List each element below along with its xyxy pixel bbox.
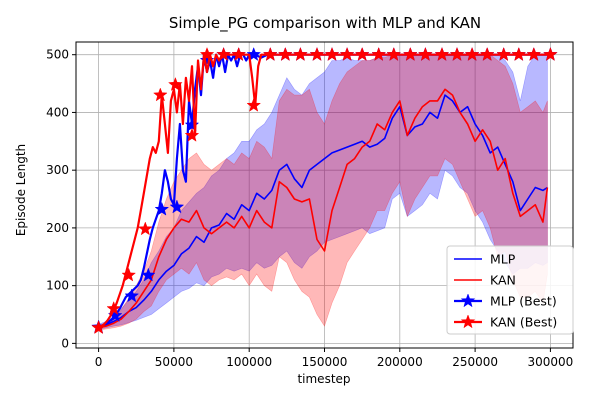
kan-best-star-marker — [106, 300, 121, 315]
y-tick-label: 400 — [46, 105, 69, 119]
kan-best-star-marker — [403, 46, 418, 61]
kan-line — [98, 88, 549, 329]
kan-best-star-marker — [339, 46, 355, 61]
x-tick-label: 200000 — [377, 355, 423, 369]
mlp-best-star-marker — [154, 201, 170, 216]
y-ticks: 0 100 200 300 400 500 — [46, 48, 76, 350]
kan-best-star-marker — [449, 46, 465, 61]
legend-box — [446, 245, 574, 335]
kan-best-star-marker — [231, 46, 246, 61]
kan-best-star-marker — [293, 46, 308, 61]
kan-best-star-marker — [479, 46, 495, 61]
mlp-line — [98, 94, 548, 328]
kan-best-star-marker — [371, 46, 387, 61]
mlp-best-star-marker — [124, 288, 140, 303]
legend-kan-best-label: KAN (Best) — [490, 315, 557, 330]
kan-best-star-marker — [153, 87, 168, 102]
legend-mlp-label: MLP — [490, 252, 516, 267]
legend: MLP KAN MLP (Best) KAN (Best) — [446, 245, 574, 335]
kan-best-star-marker — [324, 46, 340, 61]
kan-best-star-marker — [216, 46, 231, 61]
kan-best-star-marker — [434, 46, 450, 61]
kan-best-star-marker — [168, 76, 183, 91]
kan-best-star-marker — [262, 46, 278, 61]
kan-best-star-marker — [91, 320, 106, 335]
kan-best-star-marker — [496, 46, 512, 61]
series-lines — [91, 46, 558, 335]
kan-best-star-marker — [309, 46, 325, 61]
x-ticks: 0 50000 100000 150000 200000 250000 300000 — [95, 348, 574, 369]
x-axis-label: timestep — [297, 372, 350, 386]
legend-kan-label: KAN — [490, 273, 516, 288]
kan-best-star-marker — [418, 46, 433, 61]
mlp-best-star-marker — [246, 46, 262, 61]
kan-best-star-marker — [199, 46, 215, 61]
y-tick-label: 100 — [46, 279, 69, 293]
y-axis-label: Episode Length — [14, 144, 28, 236]
chart-title: Simple_PG comparison with MLP and KAN — [169, 14, 481, 33]
legend-kan-best-star-icon — [460, 314, 476, 329]
x-tick-label: 0 — [95, 355, 103, 369]
kan-best-star-marker — [137, 221, 153, 236]
mlp-best-star-marker — [140, 267, 156, 282]
kan-best-star-marker — [121, 267, 137, 282]
kan-best-star-marker — [278, 46, 293, 61]
x-tick-label: 250000 — [452, 355, 498, 369]
x-tick-label: 100000 — [226, 355, 272, 369]
y-tick-label: 200 — [46, 221, 69, 235]
kan-best-star-marker — [246, 97, 262, 112]
kan-best-star-marker — [464, 46, 480, 61]
kan-best-star-marker — [511, 46, 527, 61]
y-tick-label: 0 — [61, 336, 69, 350]
y-tick-label: 500 — [46, 48, 69, 62]
x-tick-label: 150000 — [302, 355, 348, 369]
y-tick-label: 300 — [46, 163, 69, 177]
kan-best-star-marker — [543, 46, 558, 61]
kan-best-star-marker — [354, 46, 370, 62]
mlp-best-star-marker — [169, 199, 185, 214]
kan-best-star-marker — [386, 46, 402, 61]
x-tick-label: 50000 — [155, 355, 193, 369]
kan-best-star-marker — [184, 127, 200, 142]
legend-mlp-best-label: MLP (Best) — [490, 294, 557, 309]
legend-mlp-best-star-icon — [460, 293, 476, 308]
kan-best-star-marker — [526, 46, 542, 61]
x-tick-label: 300000 — [528, 355, 574, 369]
